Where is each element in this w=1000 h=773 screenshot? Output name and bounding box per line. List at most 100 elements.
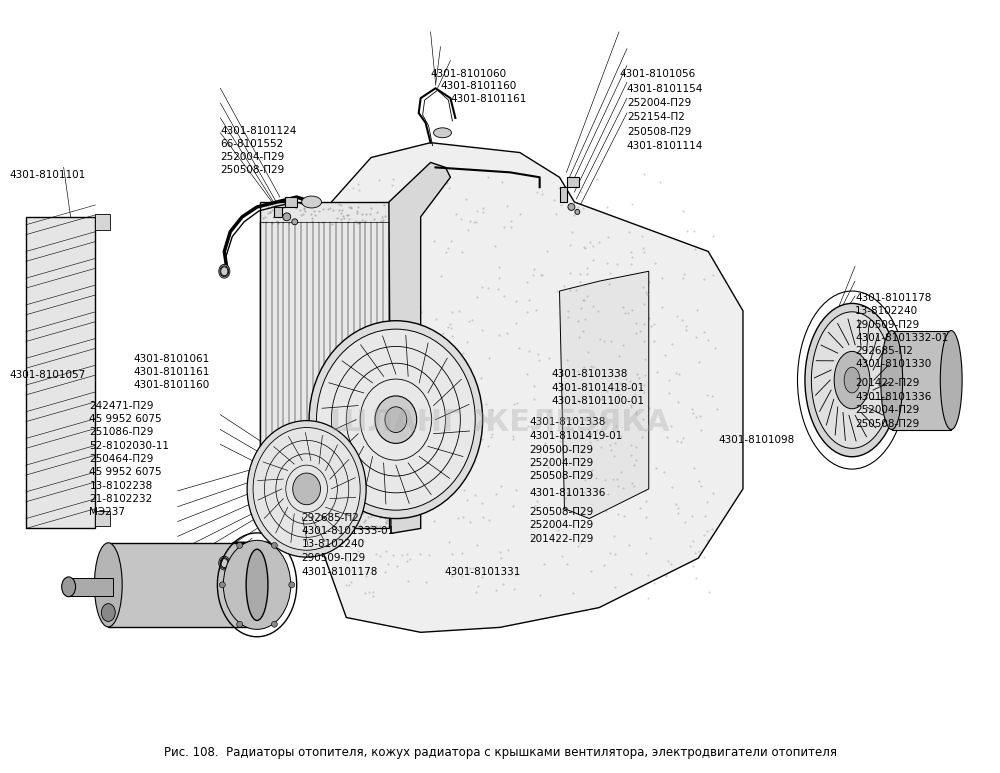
Text: 4301-8101061: 4301-8101061: [133, 354, 209, 364]
Ellipse shape: [317, 329, 475, 510]
Polygon shape: [322, 143, 743, 632]
Text: 4301-8101114: 4301-8101114: [627, 141, 703, 152]
Text: 250464-П29: 250464-П29: [89, 454, 154, 464]
Ellipse shape: [834, 352, 870, 409]
Text: 4301-8101419-01: 4301-8101419-01: [530, 431, 623, 441]
Text: 4301-8101331: 4301-8101331: [444, 567, 521, 577]
Text: 4301-8101336: 4301-8101336: [530, 488, 606, 498]
Text: 4301-8101098: 4301-8101098: [718, 434, 794, 444]
Text: 4301-8101154: 4301-8101154: [627, 83, 703, 94]
Text: 21-8102232: 21-8102232: [89, 494, 153, 504]
Ellipse shape: [62, 577, 76, 597]
Text: 4301-8101330: 4301-8101330: [855, 359, 931, 369]
Ellipse shape: [237, 621, 243, 627]
Bar: [26, 217, 95, 529]
Text: 252004-П29: 252004-П29: [530, 458, 594, 468]
Text: 252004-П29: 252004-П29: [855, 405, 919, 415]
Text: 4301-8101418-01: 4301-8101418-01: [552, 383, 645, 393]
Ellipse shape: [385, 407, 407, 433]
Text: 290509-П29: 290509-П29: [302, 553, 366, 563]
Ellipse shape: [375, 396, 417, 444]
Text: 201422-П29: 201422-П29: [530, 534, 594, 544]
Bar: [260, 202, 389, 529]
Ellipse shape: [243, 543, 271, 627]
Ellipse shape: [811, 312, 893, 448]
Ellipse shape: [302, 196, 322, 208]
Polygon shape: [274, 197, 297, 217]
Text: 52-8102030-11: 52-8102030-11: [89, 441, 169, 451]
Ellipse shape: [219, 264, 230, 278]
Text: 250508-П29: 250508-П29: [530, 472, 594, 482]
Text: 250508-П29: 250508-П29: [627, 127, 691, 137]
Text: 4301-8101338: 4301-8101338: [530, 417, 606, 427]
Text: 4301-8101056: 4301-8101056: [619, 69, 695, 79]
Text: 250508-П29: 250508-П29: [855, 419, 919, 429]
Text: 4301-8101178: 4301-8101178: [302, 567, 378, 577]
Text: 290509-П29: 290509-П29: [855, 320, 919, 330]
Ellipse shape: [94, 543, 122, 627]
Ellipse shape: [881, 331, 903, 430]
Text: 4301-8101101: 4301-8101101: [9, 170, 85, 180]
Bar: [95, 511, 110, 526]
Text: 4301-8101338: 4301-8101338: [552, 369, 628, 379]
Bar: [69, 578, 113, 596]
Text: 252004-П29: 252004-П29: [627, 98, 691, 108]
Text: 4301-8101124: 4301-8101124: [220, 126, 297, 136]
Text: 4301-8101160: 4301-8101160: [441, 81, 517, 91]
Ellipse shape: [247, 421, 366, 557]
Ellipse shape: [219, 582, 225, 587]
Ellipse shape: [293, 473, 321, 505]
Ellipse shape: [568, 203, 575, 210]
Text: 4301-8101060: 4301-8101060: [431, 69, 507, 79]
Ellipse shape: [805, 304, 899, 457]
Text: 252154-П2: 252154-П2: [627, 113, 685, 122]
Ellipse shape: [940, 331, 962, 430]
Text: 250508-П29: 250508-П29: [530, 507, 594, 517]
Ellipse shape: [309, 321, 483, 519]
Text: 4301-8101161: 4301-8101161: [450, 94, 527, 104]
Text: 4301-8101336: 4301-8101336: [855, 392, 931, 402]
Text: 292685-П2: 292685-П2: [302, 512, 360, 523]
Text: 4301-8101161: 4301-8101161: [133, 367, 209, 377]
Ellipse shape: [271, 543, 277, 548]
Text: 66-8101552: 66-8101552: [220, 139, 284, 149]
Text: 13-8102238: 13-8102238: [89, 481, 153, 491]
Ellipse shape: [271, 621, 277, 627]
Ellipse shape: [434, 128, 451, 138]
Ellipse shape: [289, 582, 295, 587]
Text: 13-8102240: 13-8102240: [302, 540, 365, 550]
Text: 251086-П29: 251086-П29: [89, 427, 154, 438]
Bar: [892, 331, 951, 430]
Ellipse shape: [223, 540, 291, 629]
Text: 4301-8101333-01: 4301-8101333-01: [302, 526, 395, 536]
Polygon shape: [389, 162, 450, 533]
Text: 45 9952 6075: 45 9952 6075: [89, 414, 162, 424]
Text: 13-8102240: 13-8102240: [855, 306, 918, 316]
Text: 242471-П29: 242471-П29: [89, 400, 154, 410]
Text: 201422-П29: 201422-П29: [855, 378, 919, 388]
Ellipse shape: [253, 427, 360, 550]
Text: 4301-8101178: 4301-8101178: [855, 293, 931, 303]
Ellipse shape: [219, 556, 230, 570]
Text: ШЛАНГ ЖЕЛЕЗЯКА: ШЛАНГ ЖЕЛЕЗЯКА: [330, 408, 670, 437]
Ellipse shape: [575, 209, 580, 214]
Polygon shape: [560, 271, 649, 519]
Text: 4301-8101160: 4301-8101160: [133, 380, 209, 390]
Ellipse shape: [844, 367, 860, 393]
Ellipse shape: [302, 523, 322, 534]
Ellipse shape: [246, 550, 268, 621]
Text: 250508-П29: 250508-П29: [220, 165, 285, 175]
Ellipse shape: [101, 604, 115, 621]
Polygon shape: [560, 177, 579, 202]
Bar: [95, 214, 110, 230]
Text: 4301-8101057: 4301-8101057: [9, 370, 85, 380]
Text: 290500-П29: 290500-П29: [530, 444, 594, 455]
Text: 4301-8101332-01: 4301-8101332-01: [855, 332, 948, 342]
Text: МЭ237: МЭ237: [89, 508, 125, 517]
Text: 292685-П2: 292685-П2: [855, 346, 913, 356]
Text: 252004-П29: 252004-П29: [530, 520, 594, 530]
Ellipse shape: [237, 543, 243, 548]
Text: 4301-8101100-01: 4301-8101100-01: [552, 396, 645, 406]
Ellipse shape: [292, 219, 298, 225]
Ellipse shape: [283, 213, 291, 221]
